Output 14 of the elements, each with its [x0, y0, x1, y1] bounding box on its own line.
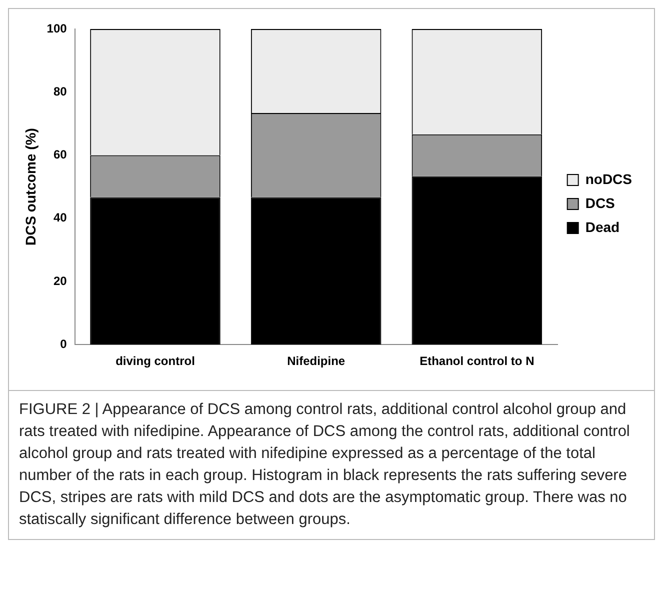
y-tick-label: 20: [53, 274, 68, 288]
y-tick-label: 100: [46, 21, 68, 36]
y-tick-label: 60: [53, 148, 68, 162]
y-axis-title: DCS outcome (%): [22, 128, 38, 246]
y-tick-label: 0: [60, 336, 68, 351]
y-tick-label: 80: [53, 84, 68, 98]
x-tick-label: diving control: [116, 354, 195, 368]
legend-label: DCS: [585, 194, 615, 211]
legend-label: Dead: [585, 218, 620, 235]
legend-label: noDCS: [585, 170, 632, 187]
caption: FIGURE 2 | Appearance of DCS among control rats, additional control alcohol group and rats treated with nifedipine. Appearance of DCS among the control rats, additional control alcohol group and rats treated with nifedipine expressed as a percentage of the total number of the rats in each group. Histogram in black represents the rats suffering severe DCS, stripes are rats with mild DCS and dots are the asymptomatic group. There was no statiscally significant difference between groups.: [9, 390, 654, 539]
x-tick-label: Ethanol control to N: [420, 354, 534, 368]
x-tick-label: Nifedipine: [287, 354, 346, 368]
y-tick-label: 40: [53, 210, 68, 225]
